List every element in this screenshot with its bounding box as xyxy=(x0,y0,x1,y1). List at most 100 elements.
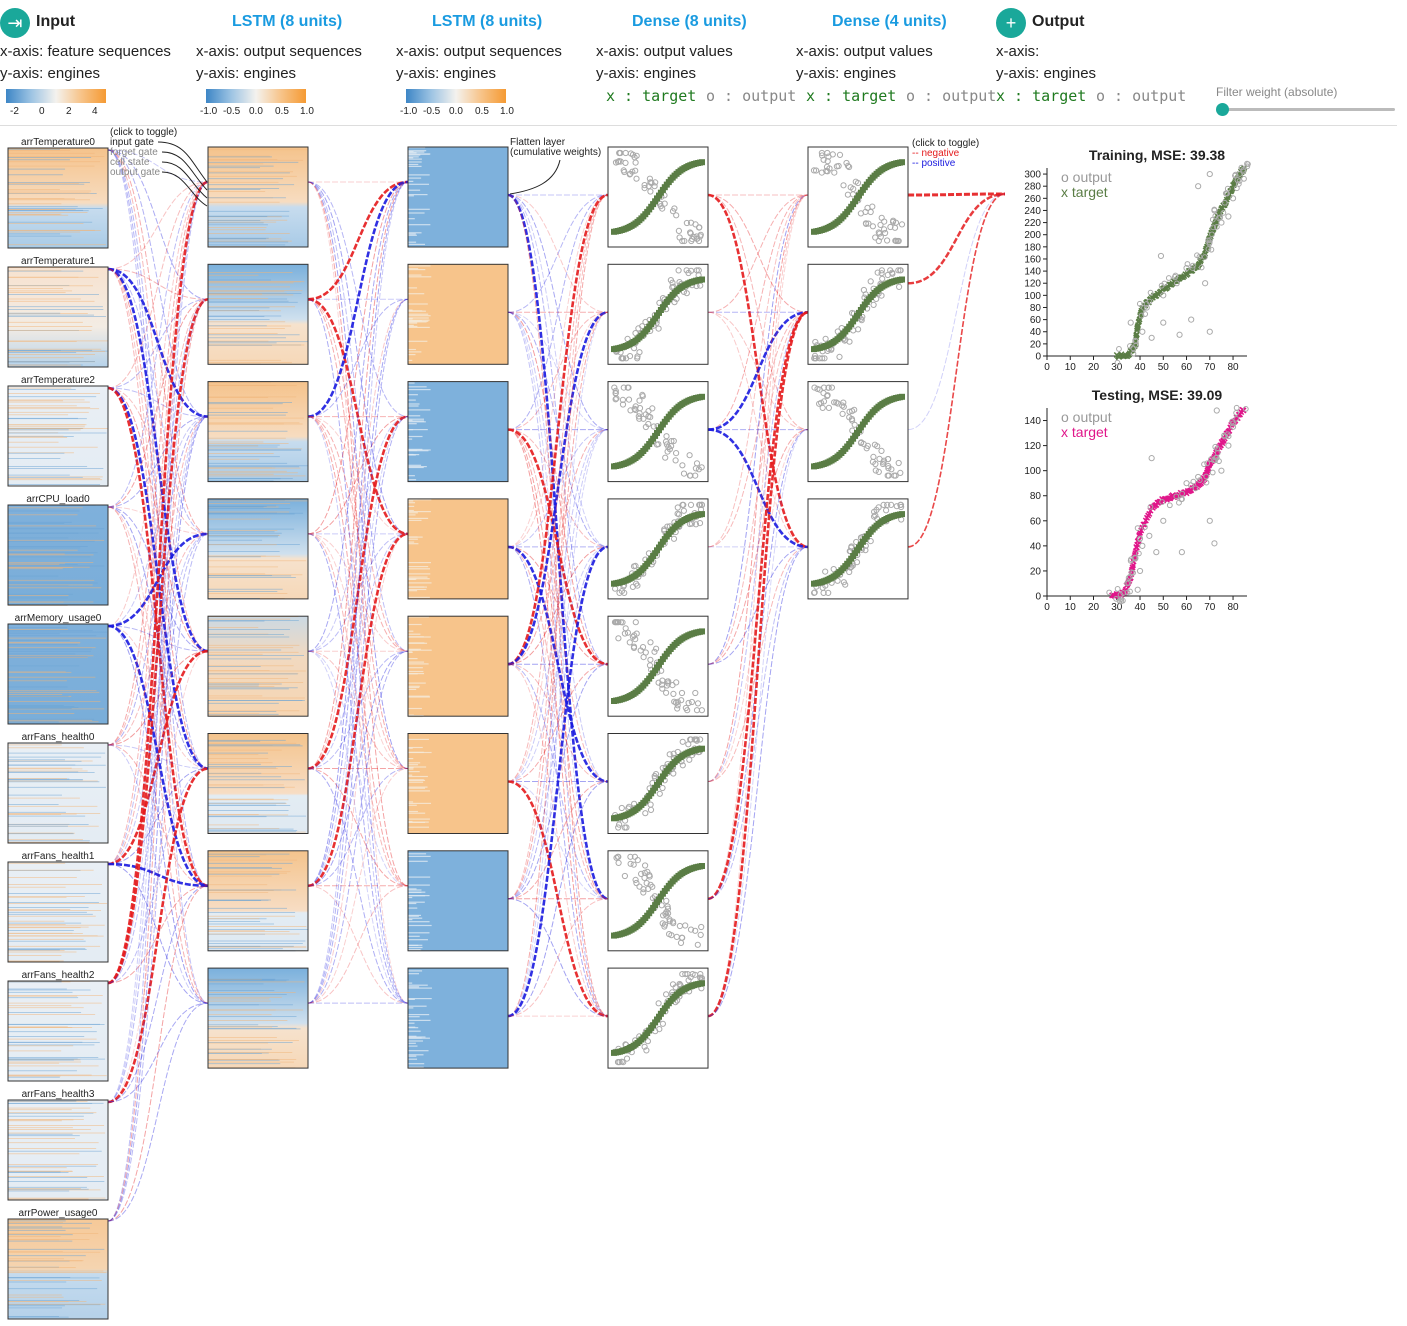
dense8-unit-7[interactable] xyxy=(607,967,709,1069)
lstm1-unit-1[interactable] xyxy=(207,263,309,365)
target-legend[interactable]: x : target xyxy=(996,87,1087,105)
heatmap-row xyxy=(8,1267,76,1268)
input-heatmap-arrFans_health3[interactable] xyxy=(7,1099,109,1201)
heatmap-row xyxy=(8,565,105,567)
heatmap-row xyxy=(208,340,269,342)
lstm2-unit-2[interactable] xyxy=(407,381,509,483)
input-heatmap-arrCPU_load0[interactable] xyxy=(7,504,109,606)
input-heatmap-arrMemory_usage0[interactable] xyxy=(7,623,109,725)
flatten-row xyxy=(408,351,422,353)
heatmap-row xyxy=(8,780,98,782)
input-heatmap-arrPower_usage0[interactable] xyxy=(7,1218,109,1320)
target-point xyxy=(699,863,705,869)
lstm2-unit-7[interactable] xyxy=(407,967,509,1069)
gate-legend-item[interactable]: cell state xyxy=(110,157,150,168)
lstm1-unit-7[interactable] xyxy=(207,967,309,1069)
lstm1-unit-5[interactable] xyxy=(207,733,309,834)
legend-target: x target xyxy=(1061,424,1108,440)
lstm2-unit-4[interactable] xyxy=(407,615,509,718)
lstm2-unit-0[interactable] xyxy=(407,146,509,248)
input-heatmap-arrTemperature1[interactable] xyxy=(7,266,109,368)
layer-title[interactable]: LSTM (8 units) xyxy=(432,13,543,30)
lstm1-unit-4[interactable] xyxy=(207,615,309,717)
weight-connection xyxy=(307,181,409,887)
lstm1-unit-6[interactable] xyxy=(207,850,309,952)
lstm2-unit-3[interactable] xyxy=(407,498,509,600)
dense8-unit-5[interactable] xyxy=(607,733,709,834)
output-point xyxy=(658,902,665,909)
trash-icon[interactable]: 🗑 xyxy=(396,8,426,38)
heatmap-row xyxy=(208,787,285,789)
heatmap-row xyxy=(8,686,68,688)
input-heatmap-arrFans_health2[interactable] xyxy=(7,980,109,1082)
dense4-unit-2[interactable] xyxy=(807,381,909,483)
weight-connection xyxy=(507,311,609,900)
layer-title[interactable]: Dense (4 units) xyxy=(832,13,947,30)
gate-legend-item[interactable]: forget gate xyxy=(110,147,158,158)
weight-connection xyxy=(107,298,209,508)
weight-connection xyxy=(307,298,409,536)
output-legend[interactable]: o : output xyxy=(706,87,797,105)
filter-weight-slider-track[interactable] xyxy=(1218,108,1395,111)
heatmap-row xyxy=(8,1167,67,1169)
output-legend[interactable]: o : output xyxy=(1096,87,1187,105)
layer-title[interactable]: LSTM (8 units) xyxy=(232,13,343,30)
input-heatmap-arrFans_health0[interactable] xyxy=(7,742,109,844)
lstm1-unit-0[interactable] xyxy=(207,146,309,248)
gate-legend-item[interactable]: output gate xyxy=(110,167,160,178)
gate-legend-toggle[interactable]: (click to toggle) xyxy=(110,127,177,138)
output-point xyxy=(666,751,673,758)
weight-connection xyxy=(507,781,609,1017)
heatmap-row xyxy=(8,924,66,925)
dense8-unit-3[interactable] xyxy=(607,498,709,600)
target-legend[interactable]: x : target xyxy=(806,87,897,105)
dense8-unit-6[interactable] xyxy=(607,850,709,952)
output-point xyxy=(632,330,639,337)
lstm2-unit-1[interactable] xyxy=(407,263,509,365)
lstm2-unit-6[interactable] xyxy=(407,850,509,952)
filter-weight-slider-thumb[interactable] xyxy=(1216,103,1229,116)
heatmap-row xyxy=(8,707,79,708)
flatten-note-arrow xyxy=(509,159,561,195)
weight-legend-toggle[interactable]: (click to toggle) xyxy=(912,138,979,149)
lstm2-unit-5[interactable] xyxy=(407,733,509,834)
dense8-unit-4[interactable] xyxy=(607,615,709,717)
input-heatmap-arrTemperature0[interactable] xyxy=(7,147,109,249)
input-heatmap-arrTemperature2[interactable] xyxy=(7,385,109,487)
chart-title: Testing, MSE: 39.09 xyxy=(1092,387,1223,403)
dense4-unit-1[interactable] xyxy=(807,263,909,365)
dense8-unit-1[interactable] xyxy=(607,263,709,365)
output-point xyxy=(683,267,690,274)
heatmap-border xyxy=(207,967,309,1069)
input-heatmap-arrFans_health1[interactable] xyxy=(7,861,109,963)
target-legend[interactable]: x : target xyxy=(606,87,697,105)
heatmap-row xyxy=(8,1189,101,1191)
dense4-unit-3[interactable] xyxy=(807,498,909,600)
flatten-row xyxy=(408,986,420,988)
dense8-unit-2[interactable] xyxy=(607,381,709,483)
output-point xyxy=(651,893,659,900)
layer-title[interactable]: Dense (8 units) xyxy=(632,13,747,30)
lstm1-unit-3[interactable] xyxy=(207,498,309,600)
heatmap-row xyxy=(8,960,60,962)
input-icon[interactable]: ⇥ xyxy=(0,8,30,38)
dense4-unit-0[interactable] xyxy=(807,146,909,248)
gate-legend-item[interactable]: input gate xyxy=(110,137,154,148)
dense8-unit-0[interactable] xyxy=(607,146,709,248)
trash-icon[interactable]: 🗑 xyxy=(596,8,626,38)
heatmap-row xyxy=(208,233,290,234)
output-point xyxy=(683,219,691,227)
output-point xyxy=(692,689,699,697)
trash-icon[interactable]: 🗑 xyxy=(196,8,226,38)
heatmap-row xyxy=(208,739,286,741)
weight-connection xyxy=(707,194,809,548)
plus-icon[interactable]: + xyxy=(996,8,1026,38)
trash-icon[interactable]: 🗑 xyxy=(796,8,826,38)
output-chart-1: Testing, MSE: 39.090 10 20 30 40 50 60 70 800204… xyxy=(1024,387,1249,613)
heatmap-row xyxy=(208,316,265,317)
output-legend[interactable]: o : output xyxy=(906,87,997,105)
lstm1-unit-2[interactable] xyxy=(207,381,309,483)
output-point xyxy=(865,220,872,227)
input-feature-label: arrFans_health3 xyxy=(22,1089,95,1100)
flatten-row xyxy=(408,313,429,315)
